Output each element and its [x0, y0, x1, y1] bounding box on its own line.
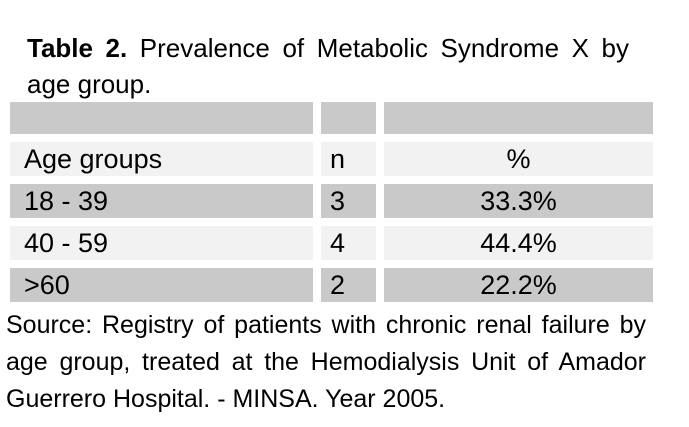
table-caption-number: Table 2.: [27, 33, 128, 63]
table-row-cell-n: 4: [321, 226, 376, 260]
table-row-cell-age: >60: [10, 268, 313, 302]
table-row-cell-percent: 44.4%: [384, 226, 653, 260]
table-row-cell-age: 18 - 39: [10, 184, 313, 218]
table-row-cell-age: 40 - 59: [10, 226, 313, 260]
column-header-percent: %: [384, 142, 653, 176]
table-caption-text: Prevalence of Metabolic Syndrome X by ag…: [27, 33, 629, 99]
column-header-age-groups: Age groups: [10, 142, 313, 176]
table-spacer-cell: [321, 102, 376, 134]
table-spacer-cell: [384, 102, 653, 134]
table-spacer-cell: [10, 102, 313, 134]
table-row-cell-percent: 22.2%: [384, 268, 653, 302]
prevalence-table: Age groups n % 18 - 39 3 33.3% 40 - 59 4…: [10, 102, 653, 302]
table-row-cell-percent: 33.3%: [384, 184, 653, 218]
table-row-cell-n: 3: [321, 184, 376, 218]
table-caption: Table 2. Prevalence of Metabolic Syndrom…: [27, 30, 629, 102]
table-row-cell-n: 2: [321, 268, 376, 302]
source-note: Source: Registry of patients with chroni…: [6, 311, 646, 413]
column-header-n: n: [321, 142, 376, 176]
